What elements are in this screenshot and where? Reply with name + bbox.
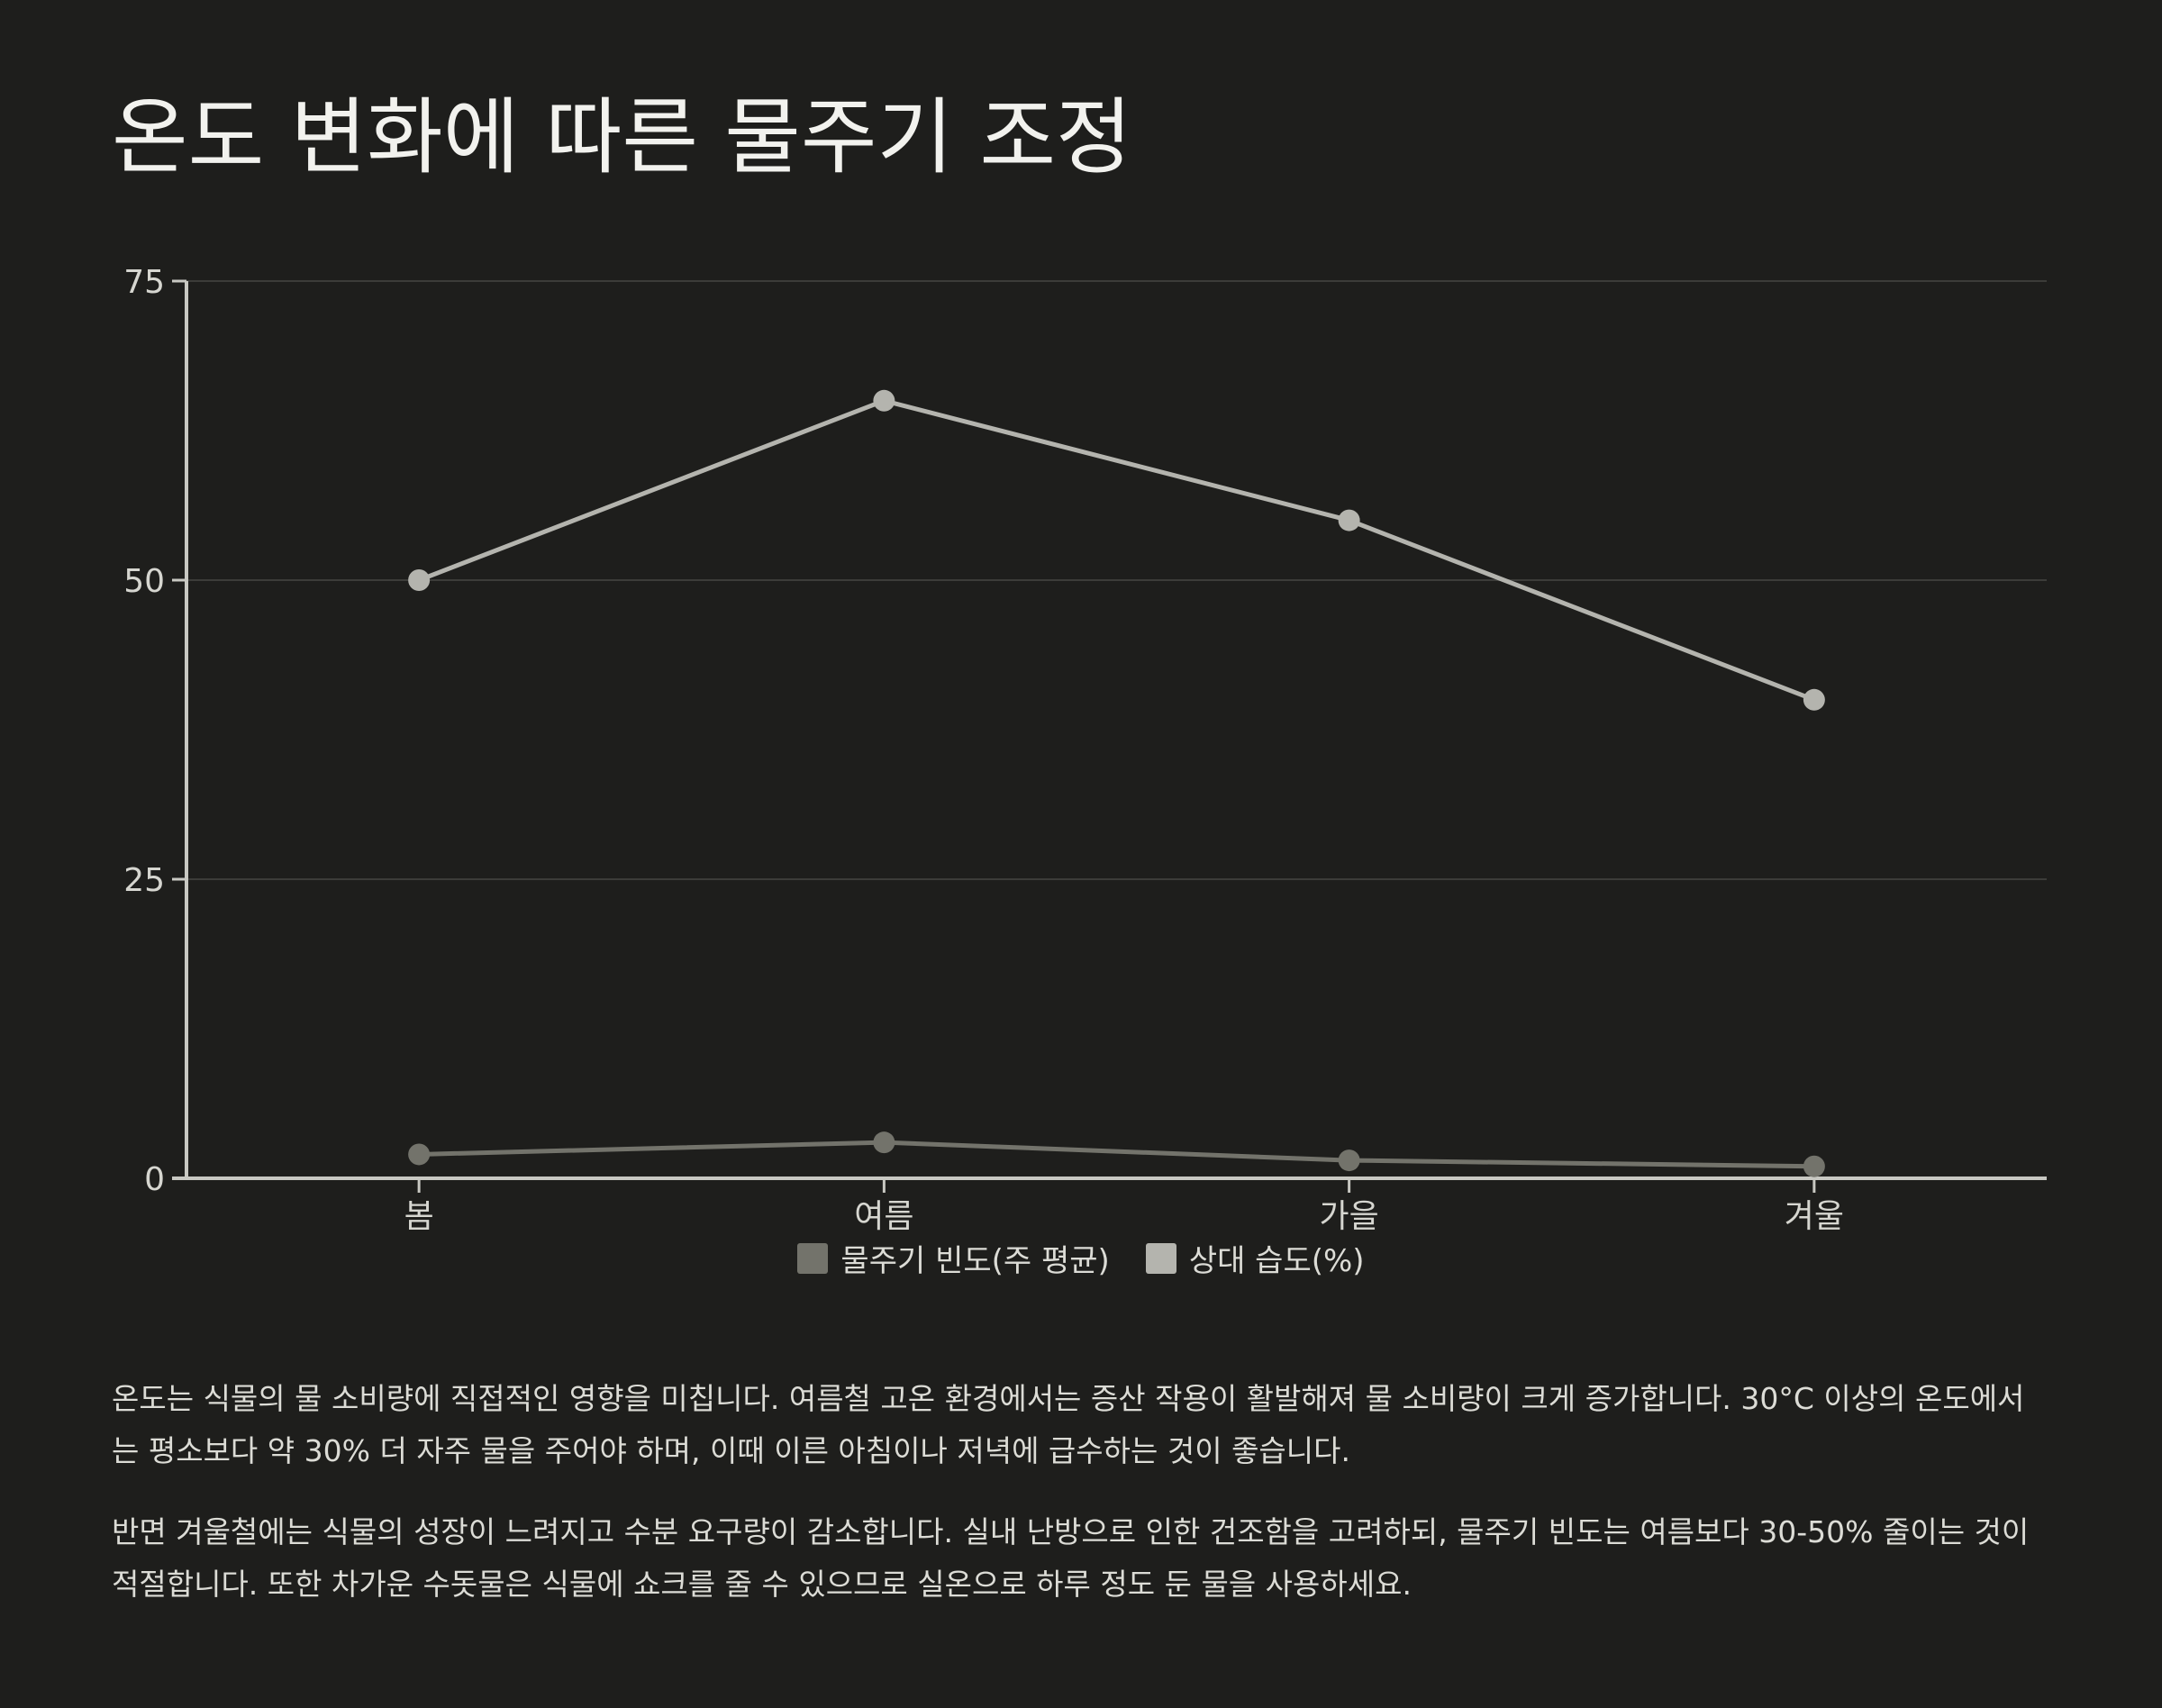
y-tick-label: 75 bbox=[123, 264, 165, 301]
data-point bbox=[873, 1131, 895, 1154]
y-tick-label: 0 bbox=[144, 1161, 165, 1198]
x-tick-label: 가을 bbox=[1320, 1198, 1379, 1235]
description: 온도는 식물의 물 소비량에 직접적인 영향을 미칩니다. 여름철 고온 환경에… bbox=[112, 1373, 2050, 1640]
paragraph-winter: 반면 겨울철에는 식물의 성장이 느려지고 수분 요구량이 감소합니다. 실내 … bbox=[112, 1514, 2030, 1602]
data-point bbox=[408, 569, 431, 591]
legend-swatch-humidity bbox=[1145, 1242, 1176, 1274]
data-point bbox=[1338, 1149, 1360, 1172]
paragraph-summer: 온도는 식물의 물 소비량에 직접적인 영향을 미칩니다. 여름철 고온 환경에… bbox=[112, 1381, 2025, 1468]
legend-item-watering[interactable]: 물주기 빈도(주 평균) bbox=[797, 1236, 1110, 1280]
data-point bbox=[1803, 1155, 1825, 1177]
data-point bbox=[873, 389, 895, 412]
x-tick-label: 여름 bbox=[854, 1198, 913, 1235]
legend-item-humidity[interactable]: 상대 습도(%) bbox=[1145, 1236, 1365, 1280]
chart-container: 0 25 50 75 봄 여름 가을 겨울 bbox=[0, 243, 2162, 1297]
series-line-1 bbox=[416, 398, 1817, 703]
page-title: 온도 변화에 따른 물주기 조정 bbox=[112, 89, 1132, 186]
legend-label-watering: 물주기 빈도(주 평균) bbox=[840, 1243, 1110, 1279]
series-line-0 bbox=[416, 1140, 1817, 1169]
legend-swatch-watering bbox=[797, 1242, 829, 1274]
y-tick-label: 25 bbox=[123, 862, 165, 899]
data-point bbox=[1338, 509, 1360, 531]
chart-legend: 물주기 빈도(주 평균) 상대 습도(%) bbox=[0, 1236, 2162, 1280]
legend-label-humidity: 상대 습도(%) bbox=[1188, 1243, 1365, 1279]
x-tick-label: 겨울 bbox=[1785, 1198, 1844, 1235]
line-chart: 0 25 50 75 봄 여름 가을 겨울 bbox=[123, 264, 2047, 1235]
x-tick-label: 봄 bbox=[404, 1198, 434, 1235]
data-point bbox=[1803, 688, 1825, 711]
y-tick-label: 50 bbox=[123, 563, 165, 600]
data-point bbox=[408, 1143, 431, 1166]
